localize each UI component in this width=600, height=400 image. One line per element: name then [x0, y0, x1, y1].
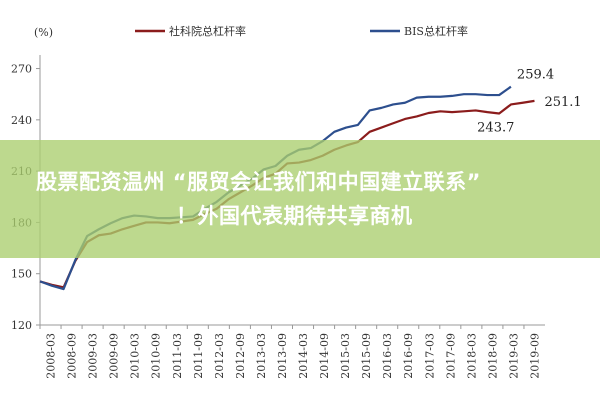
banner-line-2: ！外国代表期待共享商机 — [176, 204, 413, 228]
x-tick-label: 2019-03 — [507, 333, 520, 379]
x-tick-label: 2013-03 — [255, 333, 268, 379]
x-tick-label: 2008-09 — [66, 333, 79, 379]
x-tick-label: 2014-09 — [318, 333, 331, 379]
y-tick-label: 270 — [11, 63, 32, 76]
x-tick-label: 2017-09 — [444, 333, 457, 379]
x-tick-label: 2013-09 — [276, 333, 289, 379]
data-annotation-3: 243.7 — [477, 121, 514, 136]
x-tick-label: 2012-09 — [234, 333, 247, 379]
legend-label-2: BIS总杠杆率 — [404, 24, 468, 38]
y-tick-label: 240 — [11, 114, 32, 127]
x-tick-label: 2012-03 — [213, 333, 226, 379]
banner-line-1: 股票配资温州 “服贸会让我们和中国建立联系” — [36, 170, 481, 194]
headline-banner: 股票配资温州 “服贸会让我们和中国建立联系” ！外国代表期待共享商机 — [0, 140, 600, 258]
x-tick-label: 2009-03 — [87, 333, 100, 379]
x-tick-label: 2014-03 — [297, 333, 310, 379]
x-tick-label: 2015-09 — [360, 333, 373, 379]
x-tick-label: 2018-03 — [465, 333, 478, 379]
x-tick-label: 2011-03 — [171, 333, 184, 379]
x-tick-label: 2008-03 — [45, 333, 58, 379]
x-tick-label: 2018-09 — [486, 333, 499, 379]
x-tick-label: 2016-09 — [402, 333, 415, 379]
x-tick-label: 2019-09 — [528, 333, 541, 379]
x-tick-label: 2011-09 — [192, 333, 205, 379]
legend-label-1: 社科院总杠杆率 — [169, 24, 246, 38]
y-unit-label: (%) — [34, 26, 53, 39]
data-annotation-1: 259.4 — [517, 68, 554, 83]
x-tick-label: 2009-09 — [108, 333, 121, 379]
y-tick-label: 150 — [11, 268, 32, 281]
x-tick-label: 2015-03 — [339, 333, 352, 379]
x-tick-label: 2017-03 — [423, 333, 436, 379]
data-annotation-2: 251.1 — [544, 95, 581, 110]
x-tick-label: 2016-03 — [381, 333, 394, 379]
x-tick-label: 2010-03 — [129, 333, 142, 379]
x-tick-label: 2010-09 — [150, 333, 163, 379]
y-tick-label: 120 — [11, 319, 32, 332]
